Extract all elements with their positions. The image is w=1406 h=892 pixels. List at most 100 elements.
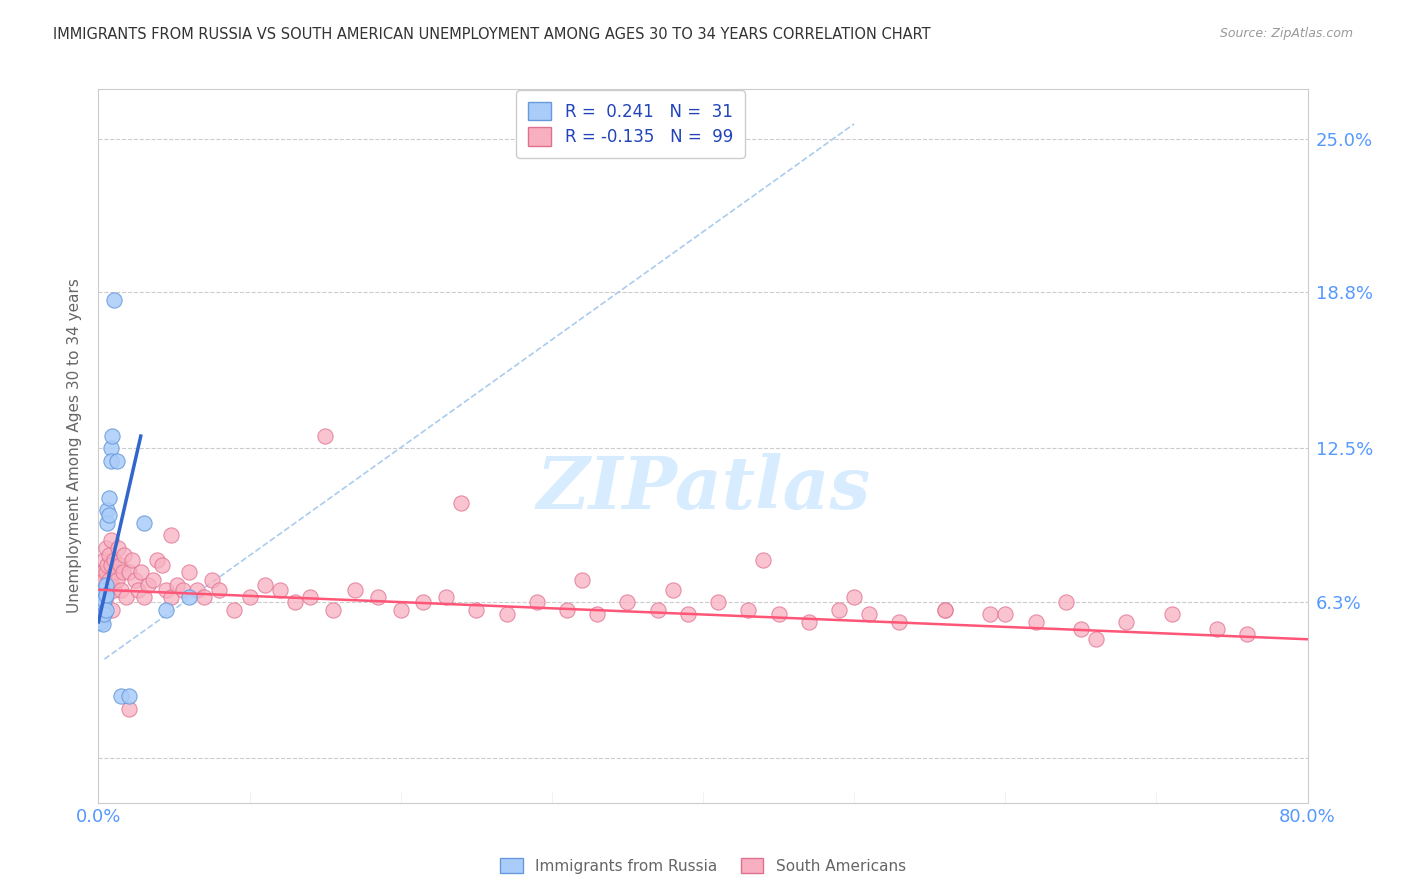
- Point: [93, 553, 115, 567]
- Point: [284, 595, 307, 609]
- Point: [1236, 627, 1258, 641]
- Point: [586, 607, 609, 622]
- Point: [94, 602, 117, 616]
- Point: [91, 602, 114, 616]
- Point: [112, 548, 135, 562]
- Point: [465, 602, 488, 616]
- Point: [91, 566, 114, 580]
- Point: [676, 607, 699, 622]
- Point: [737, 602, 759, 616]
- Point: [155, 582, 177, 597]
- Point: [166, 578, 188, 592]
- Point: [412, 595, 434, 609]
- Point: [208, 582, 231, 597]
- Point: [495, 607, 517, 622]
- Point: [172, 582, 194, 597]
- Point: [93, 573, 115, 587]
- Point: [90, 610, 112, 624]
- Point: [661, 582, 683, 597]
- Point: [389, 602, 412, 616]
- Text: Source: ZipAtlas.com: Source: ZipAtlas.com: [1219, 27, 1353, 40]
- Point: [150, 558, 173, 572]
- Point: [934, 602, 956, 616]
- Point: [136, 578, 159, 592]
- Point: [434, 590, 457, 604]
- Point: [124, 573, 146, 587]
- Point: [94, 566, 117, 580]
- Point: [1070, 623, 1092, 637]
- Point: [844, 590, 866, 604]
- Point: [118, 701, 141, 715]
- Point: [94, 588, 117, 602]
- Point: [110, 690, 132, 704]
- Point: [91, 617, 114, 632]
- Point: [93, 607, 115, 622]
- Point: [98, 548, 121, 562]
- Point: [101, 602, 124, 616]
- Legend: Immigrants from Russia, South Americans: Immigrants from Russia, South Americans: [494, 852, 912, 880]
- Point: [193, 590, 215, 604]
- Point: [103, 582, 125, 597]
- Point: [93, 598, 115, 612]
- Point: [90, 602, 112, 616]
- Point: [110, 582, 132, 597]
- Point: [96, 558, 118, 572]
- Point: [299, 590, 322, 604]
- Point: [186, 582, 208, 597]
- Point: [96, 503, 118, 517]
- Point: [994, 607, 1017, 622]
- Point: [89, 615, 111, 629]
- Point: [101, 578, 124, 592]
- Point: [118, 690, 141, 704]
- Point: [108, 558, 131, 572]
- Point: [616, 595, 638, 609]
- Point: [1160, 607, 1182, 622]
- Point: [160, 590, 183, 604]
- Point: [797, 615, 820, 629]
- Point: [90, 615, 112, 629]
- Point: [104, 566, 127, 580]
- Point: [224, 602, 246, 616]
- Point: [132, 516, 155, 530]
- Point: [858, 607, 880, 622]
- Point: [269, 582, 291, 597]
- Point: [90, 590, 112, 604]
- Point: [101, 429, 124, 443]
- Point: [91, 590, 114, 604]
- Point: [107, 541, 129, 555]
- Legend: R =  0.241   N =  31, R = -0.135   N =  99: R = 0.241 N = 31, R = -0.135 N = 99: [516, 90, 745, 158]
- Point: [98, 573, 121, 587]
- Point: [100, 454, 122, 468]
- Point: [1024, 615, 1046, 629]
- Point: [93, 592, 115, 607]
- Point: [96, 582, 118, 597]
- Point: [828, 602, 851, 616]
- Point: [105, 573, 128, 587]
- Point: [367, 590, 389, 604]
- Point: [253, 578, 276, 592]
- Point: [344, 582, 367, 597]
- Point: [526, 595, 548, 609]
- Point: [105, 454, 128, 468]
- Point: [571, 573, 593, 587]
- Text: IMMIGRANTS FROM RUSSIA VS SOUTH AMERICAN UNEMPLOYMENT AMONG AGES 30 TO 34 YEARS : IMMIGRANTS FROM RUSSIA VS SOUTH AMERICAN…: [53, 27, 931, 42]
- Point: [1115, 615, 1137, 629]
- Point: [89, 602, 111, 616]
- Point: [94, 590, 117, 604]
- Point: [127, 582, 149, 597]
- Point: [322, 602, 344, 616]
- Point: [179, 566, 201, 580]
- Point: [91, 582, 114, 597]
- Point: [114, 590, 136, 604]
- Point: [121, 553, 143, 567]
- Point: [129, 566, 152, 580]
- Point: [100, 533, 122, 548]
- Point: [90, 595, 112, 609]
- Point: [201, 573, 224, 587]
- Point: [752, 553, 775, 567]
- Point: [89, 607, 111, 622]
- Point: [111, 566, 134, 580]
- Point: [89, 607, 111, 622]
- Point: [103, 293, 125, 307]
- Point: [239, 590, 262, 604]
